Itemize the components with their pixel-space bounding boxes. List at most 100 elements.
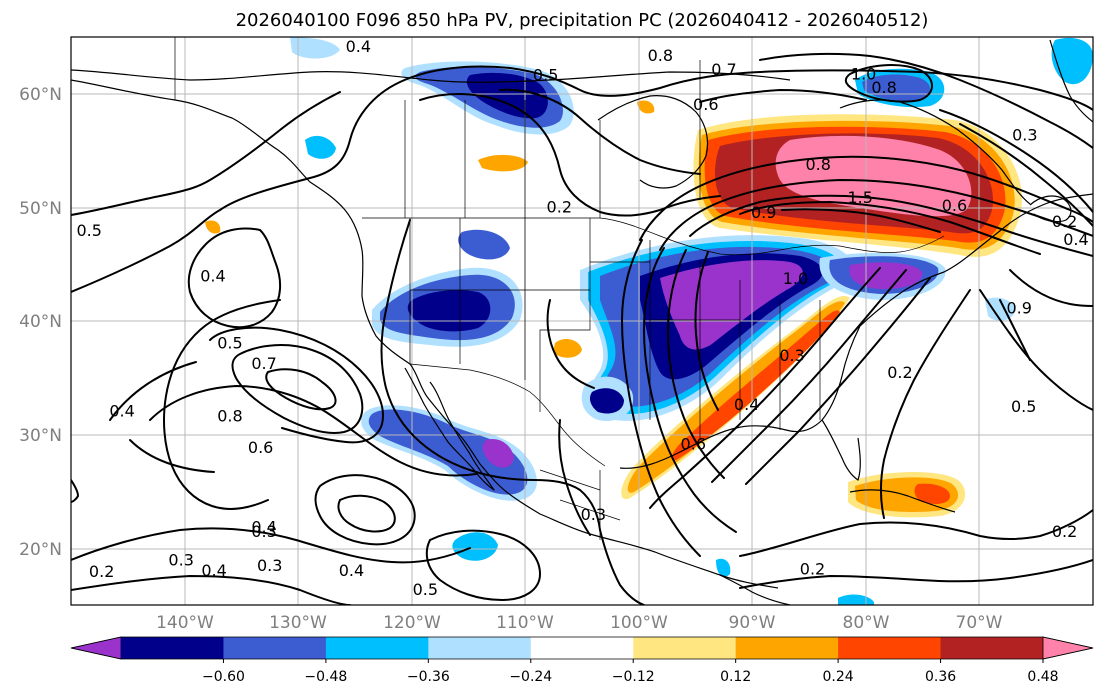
colorbar-cell bbox=[325, 637, 429, 659]
pv-contour-36 bbox=[380, 219, 601, 531]
lat-label-40: 40°N bbox=[19, 312, 62, 332]
pv-contour-3 bbox=[419, 93, 721, 217]
pv-contour-22 bbox=[739, 559, 1093, 589]
contour-label: 0.6 bbox=[693, 95, 718, 114]
lon-axis: 140°W 130°W 120°W 110°W 100°W 90°W 80°W … bbox=[156, 613, 1003, 633]
pv-contour-39 bbox=[558, 419, 591, 536]
colorbar-tick-label: −0.48 bbox=[304, 669, 347, 685]
colorbar-tick-label: 0.12 bbox=[720, 669, 751, 685]
lon-label-80w: 80°W bbox=[843, 613, 890, 633]
contour-label: 0.5 bbox=[1011, 397, 1036, 416]
pv-contour-19 bbox=[1009, 269, 1093, 307]
border-us-canada bbox=[362, 217, 945, 256]
map-panel: 0.40.50.80.70.61.00.80.30.20.81.50.9 0.60… bbox=[70, 36, 1094, 606]
pv-contour-45 bbox=[959, 123, 1093, 227]
pv-contour-20 bbox=[999, 299, 1031, 361]
pv-contour-43 bbox=[844, 64, 933, 103]
contour-label: 1.5 bbox=[847, 188, 872, 207]
pv-contour-16 bbox=[745, 277, 931, 485]
colorbar-tick-label: 0.36 bbox=[925, 669, 956, 685]
border-us-mexico bbox=[409, 363, 606, 467]
contour-label: 0.3 bbox=[168, 551, 193, 570]
contour-label: 0.2 bbox=[89, 562, 114, 581]
pv-contour-21 bbox=[739, 509, 1093, 557]
contour-label: 0.3 bbox=[779, 346, 804, 365]
lon-label-110w: 110°W bbox=[496, 613, 554, 633]
pv-contour-25 bbox=[231, 344, 364, 434]
pv-contour-14 bbox=[649, 267, 881, 509]
pv-contour-15 bbox=[711, 269, 907, 483]
coast-cuba bbox=[849, 489, 956, 513]
pv-contour-18 bbox=[979, 289, 1093, 411]
shade-neg-top bbox=[290, 37, 340, 59]
lat-label-20: 20°N bbox=[19, 540, 62, 560]
pv-contour-24 bbox=[187, 227, 282, 329]
colorbar-cell bbox=[838, 637, 942, 659]
pv-contour-41 bbox=[699, 88, 867, 103]
pv-contour-31 bbox=[314, 474, 416, 546]
pv-contour-7 bbox=[689, 194, 1093, 257]
shade-neg-hudson-048 bbox=[466, 72, 548, 119]
colorbar-cell bbox=[940, 637, 1044, 659]
pv-contour-44 bbox=[939, 109, 1093, 213]
contour-label: 0.6 bbox=[942, 196, 967, 215]
shade-neg-mexico bbox=[452, 532, 498, 561]
contour-label: 0.2 bbox=[1052, 522, 1077, 541]
lat-label-30: 30°N bbox=[19, 426, 62, 446]
contour-label: 0.9 bbox=[751, 203, 776, 222]
pv-contour-11 bbox=[642, 247, 737, 533]
pv-contour-13 bbox=[694, 251, 719, 411]
shade-neg-greenland bbox=[1051, 37, 1093, 85]
pv-contour-30 bbox=[129, 439, 215, 473]
pv-contour-5 bbox=[639, 155, 1093, 241]
pv-contour-4 bbox=[499, 88, 701, 175]
colorbar-cell bbox=[428, 637, 532, 659]
pv-contour-8 bbox=[739, 200, 1041, 255]
shade-pos-hudsonbay bbox=[478, 154, 528, 172]
pv-contours bbox=[71, 52, 1093, 605]
contour-label: 0.5 bbox=[217, 334, 242, 353]
colorbar-tick-label: −0.36 bbox=[407, 669, 450, 685]
pv-contour-1 bbox=[71, 65, 1093, 293]
lon-label-70w: 70°W bbox=[956, 613, 1003, 633]
colorbar-ticks: −0.60 −0.48 −0.36 −0.24 −0.12 0.12 0.24 0.36 0.4… bbox=[202, 659, 1059, 685]
contour-label: 0.2 bbox=[887, 363, 912, 382]
pv-contour-32 bbox=[337, 494, 396, 533]
contour-label: 0.3 bbox=[257, 556, 282, 575]
coast-baja bbox=[404, 367, 495, 491]
pv-contour-27 bbox=[209, 326, 384, 444]
pv-contour-38 bbox=[599, 529, 645, 605]
pv-contour-42 bbox=[759, 52, 1093, 149]
colorbar: −0.60 −0.48 −0.36 −0.24 −0.12 0.12 0.24 0.36 0.4… bbox=[70, 636, 1094, 685]
contour-label: 0.9 bbox=[1006, 298, 1031, 317]
colorbar-extend-high bbox=[1042, 636, 1094, 660]
contour-label: 0.4 bbox=[251, 518, 276, 537]
pv-contour-34 bbox=[71, 574, 351, 605]
contour-label: 0.4 bbox=[1063, 230, 1088, 249]
lon-label-130w: 130°W bbox=[269, 613, 327, 633]
pv-contour-9 bbox=[781, 208, 941, 233]
pv-contour-29 bbox=[109, 361, 197, 421]
borders bbox=[174, 37, 945, 540]
shade-neg-alaska bbox=[305, 135, 336, 159]
pv-contour-28 bbox=[149, 384, 477, 477]
border-states-1 bbox=[459, 218, 651, 420]
contour-label: 0.5 bbox=[76, 221, 101, 240]
shade-pos-gulf-048 bbox=[671, 310, 840, 461]
lat-label-60: 60°N bbox=[19, 85, 62, 105]
lon-label-140w: 140°W bbox=[156, 613, 214, 633]
colorbar-extend-low bbox=[70, 636, 122, 660]
colorbar-cell bbox=[735, 637, 839, 659]
pv-contour-17 bbox=[880, 289, 971, 519]
graticule bbox=[71, 37, 1093, 605]
pv-contour-12 bbox=[666, 249, 725, 479]
contour-label: 0.4 bbox=[200, 267, 225, 286]
colorbar-cell bbox=[223, 637, 327, 659]
pv-contour-2 bbox=[71, 91, 341, 216]
coast-greenland bbox=[1049, 39, 1093, 123]
coast-atlantic bbox=[859, 193, 1093, 327]
shade-pos-caribbean-048 bbox=[914, 483, 950, 504]
coast-centam bbox=[719, 574, 791, 605]
contour-label: 0.8 bbox=[805, 155, 830, 174]
